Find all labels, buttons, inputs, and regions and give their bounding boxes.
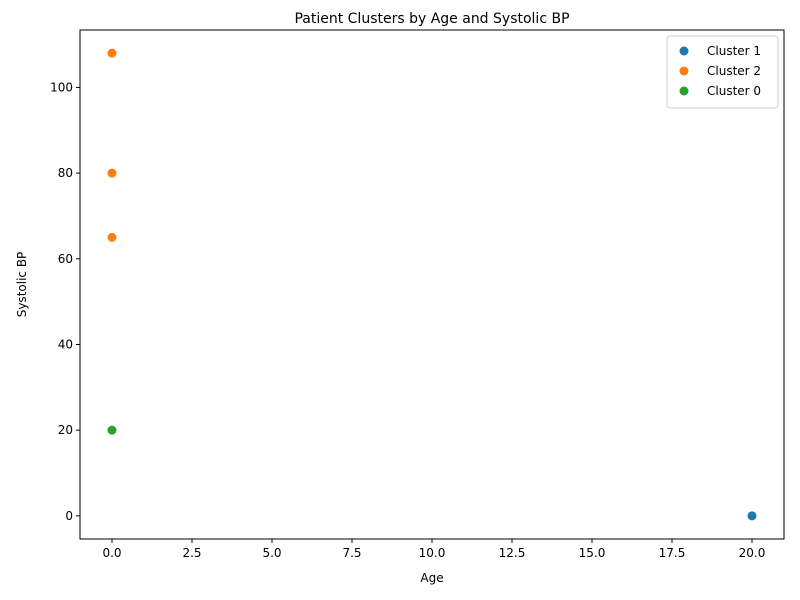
x-tick-label: 20.0 (739, 546, 766, 560)
x-tick-label: 17.5 (659, 546, 686, 560)
x-tick-label: 10.0 (419, 546, 446, 560)
y-tick-label: 100 (50, 80, 73, 94)
legend-label: Cluster 2 (707, 64, 761, 78)
data-points (107, 48, 757, 521)
data-point (107, 425, 117, 435)
y-tick-label: 60 (58, 252, 73, 266)
legend-marker (679, 66, 689, 76)
chart-title: Patient Clusters by Age and Systolic BP (294, 11, 569, 27)
legend-box (666, 35, 779, 109)
y-tick-label: 0 (65, 509, 73, 523)
legend-label: Cluster 1 (707, 44, 761, 58)
y-tick-label: 40 (58, 337, 73, 351)
y-tick-label: 20 (58, 423, 73, 437)
data-point (107, 232, 117, 242)
data-point (107, 168, 117, 178)
legend-marker (679, 86, 689, 96)
x-tick-label: 15.0 (579, 546, 606, 560)
x-tick-label: 7.5 (342, 546, 361, 560)
legend: Cluster 1 Cluster 2 Cluster 0 (666, 35, 779, 109)
x-tick-label: 2.5 (182, 546, 201, 560)
y-axis-label: Systolic BP (15, 252, 29, 318)
data-point (107, 48, 117, 58)
x-axis-label: Age (420, 571, 443, 585)
legend-marker (679, 46, 689, 56)
x-tick-label: 5.0 (262, 546, 281, 560)
x-tick-label: 0.0 (102, 546, 121, 560)
x-tick-label: 12.5 (499, 546, 526, 560)
data-point (747, 511, 757, 521)
legend-label: Cluster 0 (707, 84, 761, 98)
y-axis: 0 20 40 60 80 100 (50, 80, 80, 523)
y-tick-label: 80 (58, 166, 73, 180)
x-axis: 0.0 2.5 5.0 7.5 10.0 12.5 15.0 17.5 20.0 (102, 539, 765, 560)
